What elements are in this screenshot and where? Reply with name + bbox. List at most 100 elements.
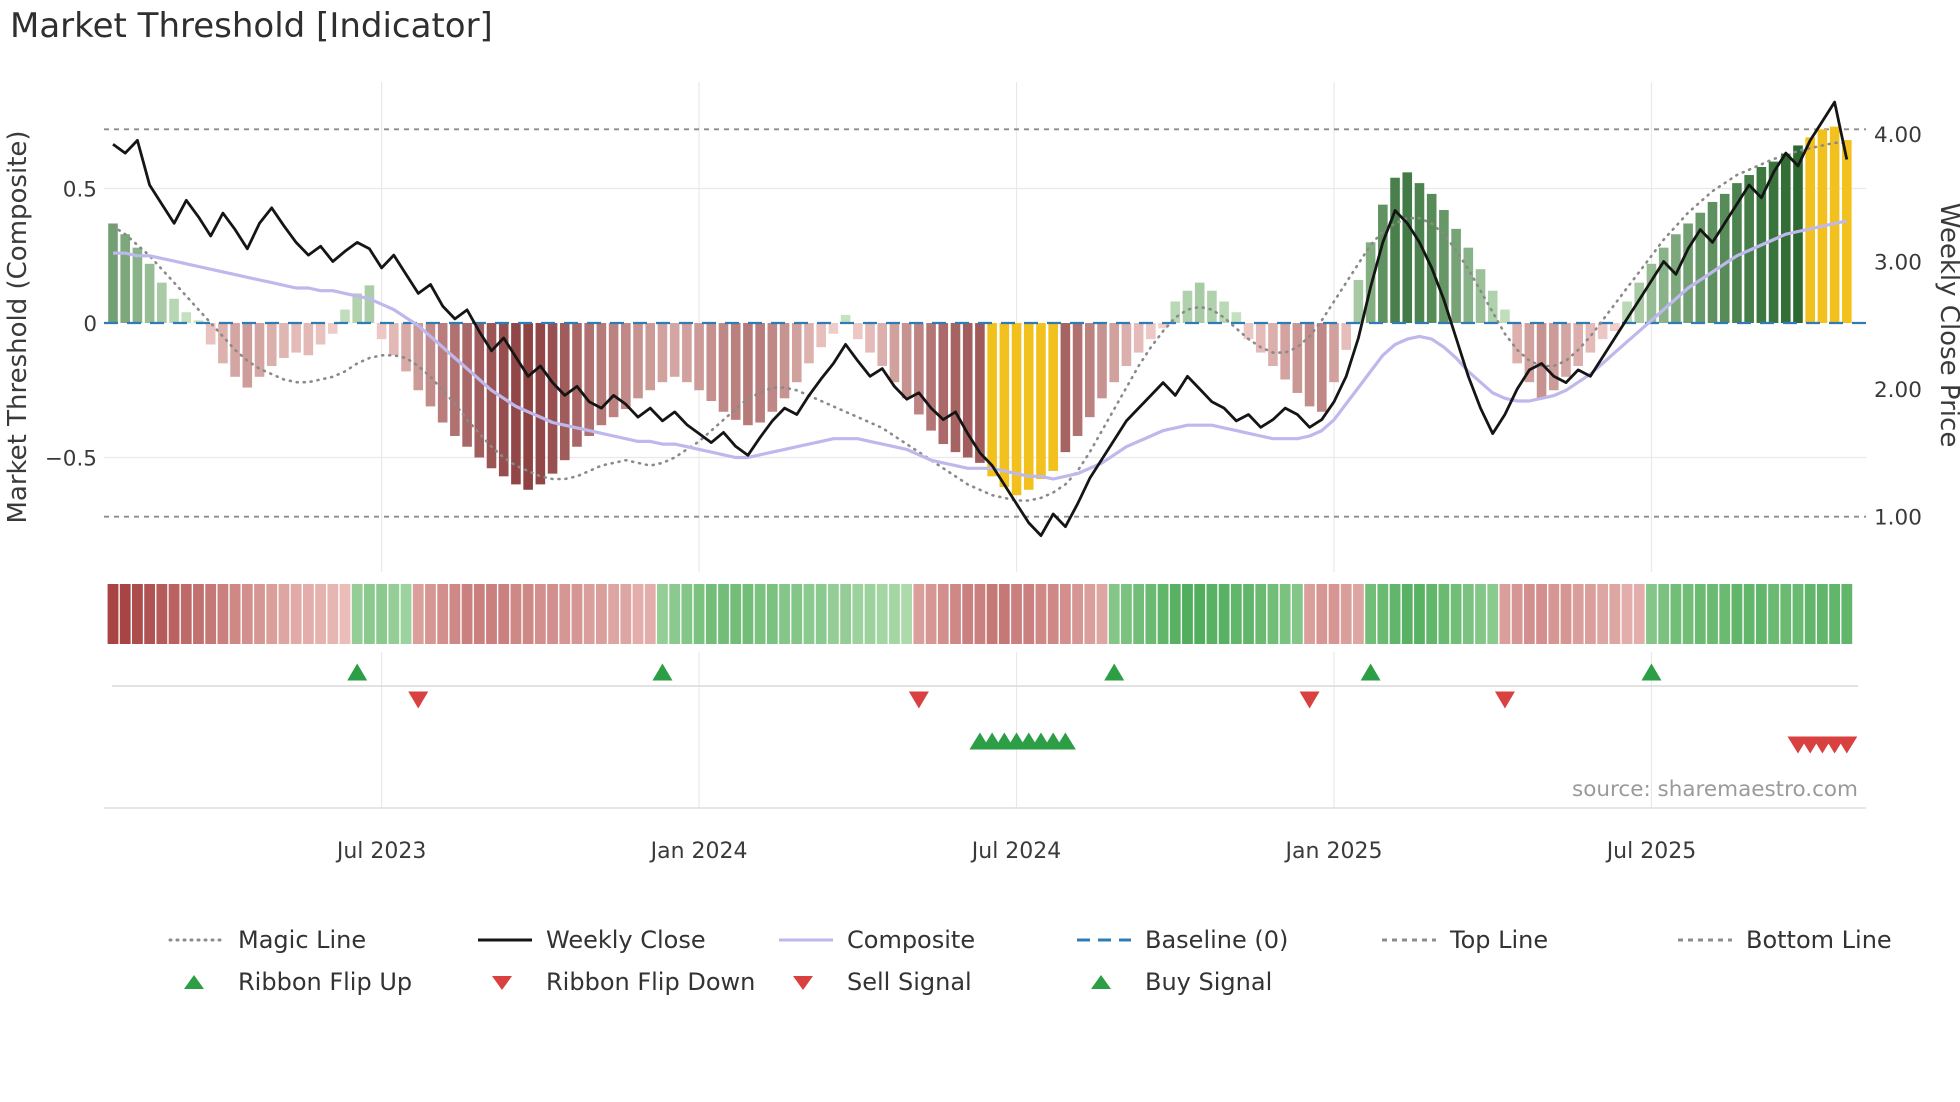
ribbon-cell xyxy=(412,584,424,644)
legend-label: Ribbon Flip Up xyxy=(238,968,413,996)
composite-bar xyxy=(1072,323,1083,436)
composite-bar xyxy=(474,323,485,458)
composite-bar xyxy=(523,323,533,490)
ribbon-cell xyxy=(1084,584,1096,644)
legend-item-top-line: Top Line xyxy=(1380,924,1676,956)
baseline-0-swatch xyxy=(1077,938,1131,942)
composite-bar xyxy=(889,323,900,383)
composite-bar xyxy=(1548,323,1559,391)
ribbon-flip-down-icon xyxy=(492,976,512,990)
composite-bar xyxy=(1329,323,1339,383)
sell-signal-marker xyxy=(1836,736,1858,754)
ribbon-cell xyxy=(620,584,632,644)
composite-bar xyxy=(1109,323,1120,383)
ribbon-cell xyxy=(1340,584,1352,644)
left-tick-label: 0.5 xyxy=(63,178,97,203)
ribbon-cell xyxy=(1059,584,1071,644)
composite-bar xyxy=(1023,323,1034,490)
ribbon-cell xyxy=(1328,584,1340,644)
ribbon-cell xyxy=(1267,584,1279,644)
ribbon-cell xyxy=(827,584,839,644)
composite-bar xyxy=(938,323,949,445)
ribbon-cell xyxy=(1279,584,1291,644)
ribbon-cell xyxy=(1462,584,1474,644)
composite-bar xyxy=(132,247,143,323)
composite-bar xyxy=(1842,140,1852,323)
composite-bar xyxy=(816,323,826,348)
ribbon-cell xyxy=(534,584,546,644)
ribbon-cell xyxy=(1304,584,1315,644)
ribbon-cell xyxy=(1291,584,1303,644)
composite-bar xyxy=(181,312,192,323)
ribbon-cell xyxy=(791,584,803,644)
composite-bar xyxy=(1658,247,1669,323)
composite-line xyxy=(113,219,1848,481)
composite-bar xyxy=(144,263,155,323)
composite-bar xyxy=(572,323,582,447)
composite-bar xyxy=(1146,323,1156,340)
ribbon-cell xyxy=(327,584,339,644)
ribbon-cell xyxy=(388,584,400,644)
ribbon-cell xyxy=(815,584,827,644)
ribbon-cell xyxy=(718,584,729,644)
ribbon-cell xyxy=(1621,584,1633,644)
ribbon-cell xyxy=(681,584,693,644)
ribbon-cell xyxy=(1108,584,1120,644)
composite-bar xyxy=(1182,290,1193,323)
ribbon-cell xyxy=(1780,584,1792,644)
legend-item-magic-line: Magic Line xyxy=(168,924,476,956)
composite-bar xyxy=(853,323,863,340)
ribbon-cell xyxy=(132,584,143,644)
composite-bar xyxy=(1036,323,1046,480)
ribbon-cell xyxy=(119,584,131,644)
ribbon-cell xyxy=(1096,584,1108,644)
composite-bar xyxy=(1194,282,1205,323)
legend-item-bottom-line: Bottom Line xyxy=(1676,924,1906,956)
right-axis-label: Weekly Close Price xyxy=(1934,203,1960,448)
ribbon-cell xyxy=(498,584,510,644)
composite-bar xyxy=(401,323,411,372)
bottom-line-swatch xyxy=(1678,938,1732,942)
composite-bar xyxy=(1304,323,1315,407)
ribbon-cell xyxy=(1511,584,1523,644)
composite-bar xyxy=(547,323,558,474)
composite-bar xyxy=(413,323,424,391)
sell-signal-icon xyxy=(793,976,813,990)
ribbon-cell xyxy=(925,584,937,644)
ribbon-cell xyxy=(339,584,351,644)
ribbon-cell xyxy=(1719,584,1731,644)
ribbon-cell xyxy=(1609,584,1621,644)
composite-bar xyxy=(596,323,607,426)
ribbon-cell xyxy=(766,584,778,644)
ribbon-cell xyxy=(1707,584,1718,644)
composite-bar xyxy=(779,323,790,399)
composite-bar xyxy=(657,323,668,383)
ribbon-cell xyxy=(522,584,534,644)
composite-bar xyxy=(157,282,167,323)
composite-bar xyxy=(266,323,277,367)
ribbon-cell xyxy=(156,584,168,644)
ribbon-cell xyxy=(547,584,558,644)
composite-bar xyxy=(1378,204,1388,323)
ribbon-cell xyxy=(486,584,497,644)
composite-bar xyxy=(1390,177,1400,323)
composite-swatch xyxy=(779,938,833,942)
legend-item-sell-signal: Sell Signal xyxy=(777,966,1075,998)
ribbon-cell xyxy=(779,584,790,644)
ribbon-cell xyxy=(657,584,668,644)
ribbon-cell xyxy=(1206,584,1218,644)
composite-bar xyxy=(1610,323,1620,332)
composite-bar xyxy=(1085,323,1095,418)
composite-bar xyxy=(1268,323,1278,367)
legend-label: Baseline (0) xyxy=(1145,926,1289,954)
ribbon-cell xyxy=(1768,584,1779,644)
ribbon-cell xyxy=(1365,584,1377,644)
ribbon-cell xyxy=(1841,584,1853,644)
composite-bar xyxy=(1500,309,1510,323)
ribbon-cell xyxy=(229,584,241,644)
composite-bar xyxy=(718,323,729,412)
ribbon-cell xyxy=(1023,584,1035,644)
composite-bar xyxy=(1243,323,1254,340)
composite-bar xyxy=(828,323,839,334)
composite-bar xyxy=(364,285,375,323)
